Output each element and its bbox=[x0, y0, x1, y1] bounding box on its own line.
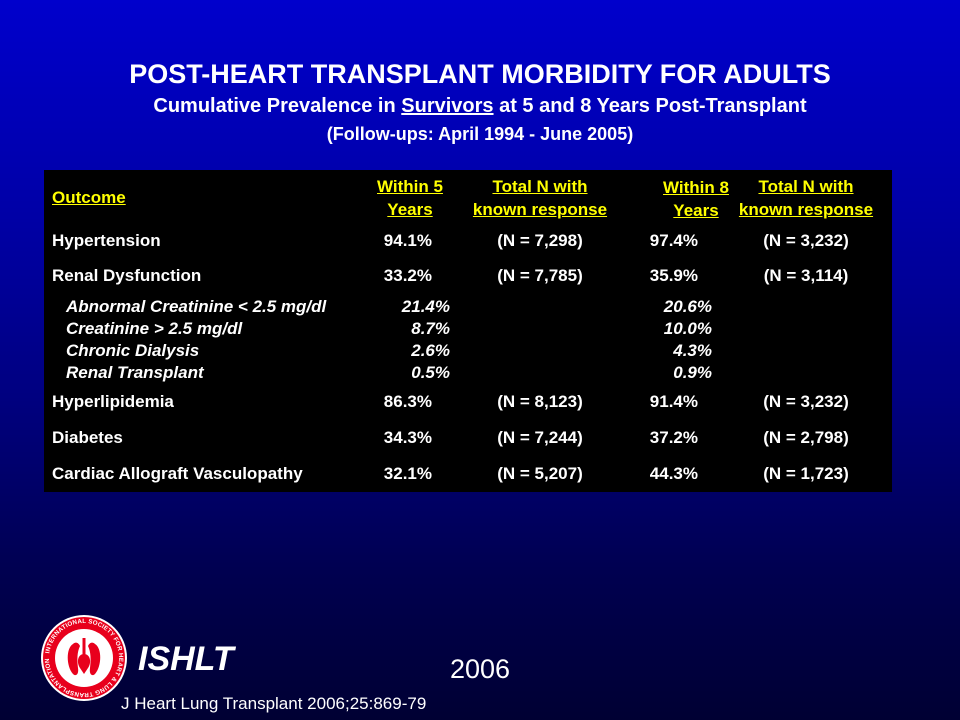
row-renal-dysfunction-8yr: 35.9% bbox=[649, 266, 698, 285]
ishlt-logo: INTERNATIONAL SOCIETY FOR HEART & LUNG T… bbox=[40, 614, 128, 702]
row-hypertension-outcome: Hypertension bbox=[52, 231, 161, 250]
row-renal-dysfunction-outcome: Renal Dysfunction bbox=[52, 266, 202, 285]
row-diabetes-outcome: Diabetes bbox=[52, 428, 123, 447]
row-cav-n5: (N = 5,207) bbox=[497, 464, 583, 483]
ishlt-seal-icon: INTERNATIONAL SOCIETY FOR HEART & LUNG T… bbox=[41, 615, 127, 701]
row-renal-dysfunction-n5: (N = 7,785) bbox=[497, 266, 583, 285]
row-hypertension-5yr: 94.1% bbox=[383, 231, 432, 250]
header-within5-line1: Within 5 bbox=[377, 177, 443, 196]
header-within5-line2: Years bbox=[387, 200, 433, 219]
row-hypertension-8yr: 97.4% bbox=[649, 231, 698, 250]
subrow-renal-transplant-5yr: 0.5% bbox=[411, 363, 450, 382]
row-diabetes-n8: (N = 2,798) bbox=[763, 428, 849, 447]
row-hyperlipidemia-n5: (N = 8,123) bbox=[497, 392, 583, 411]
subtitle-underlined-word: Survivors bbox=[401, 95, 494, 117]
journal-citation: J Heart Lung Transplant 2006;25:869-79 bbox=[121, 694, 427, 713]
row-hyperlipidemia-n8: (N = 3,232) bbox=[763, 392, 849, 411]
header-totaln5-line1: Total N with bbox=[492, 177, 588, 196]
subrow-chronic-dialysis-outcome: Chronic Dialysis bbox=[66, 341, 200, 360]
morbidity-table: Outcome Within 5 Years Total N with know… bbox=[44, 170, 892, 492]
subtitle-part-2: at 5 and 8 Years Post-Transplant bbox=[493, 95, 807, 117]
header-outcome: Outcome bbox=[52, 188, 126, 207]
slide-subtitle: Cumulative Prevalence in Survivors at 5 … bbox=[0, 94, 960, 118]
row-diabetes-5yr: 34.3% bbox=[383, 428, 432, 447]
report-year: 2006 bbox=[450, 654, 511, 684]
row-hyperlipidemia-outcome: Hyperlipidemia bbox=[52, 392, 174, 411]
row-renal-dysfunction-n8: (N = 3,114) bbox=[763, 266, 849, 285]
row-cav-5yr: 32.1% bbox=[383, 464, 432, 483]
row-cav-outcome: Cardiac Allograft Vasculopathy bbox=[52, 464, 303, 483]
subrow-abnormal-creatinine-8yr: 20.6% bbox=[663, 297, 712, 316]
row-cav-n8: (N = 1,723) bbox=[763, 464, 849, 483]
row-diabetes-8yr: 37.2% bbox=[649, 428, 698, 447]
follow-up-dates: (Follow-ups: April 1994 - June 2005) bbox=[326, 124, 634, 144]
subrow-renal-transplant-outcome: Renal Transplant bbox=[66, 363, 204, 382]
row-hyperlipidemia-5yr: 86.3% bbox=[383, 392, 432, 411]
subrow-abnormal-creatinine-5yr: 21.4% bbox=[401, 297, 450, 316]
row-hypertension-n8: (N = 3,232) bbox=[763, 231, 849, 250]
row-diabetes-n5: (N = 7,244) bbox=[497, 428, 583, 447]
header-within8-line1: Within 8 bbox=[663, 178, 729, 197]
subrow-abnormal-creatinine-outcome: Abnormal Creatinine < 2.5 mg/dl bbox=[66, 297, 327, 316]
subrow-creatinine-gt-5yr: 8.7% bbox=[411, 319, 450, 338]
header-totaln8-line2: known response bbox=[738, 200, 874, 219]
subrow-creatinine-gt-outcome: Creatinine > 2.5 mg/dl bbox=[66, 319, 243, 338]
subrow-creatinine-gt-8yr: 10.0% bbox=[663, 319, 712, 338]
header-totaln5-line2: known response bbox=[472, 200, 608, 219]
row-renal-dysfunction-5yr: 33.2% bbox=[383, 266, 432, 285]
row-hyperlipidemia-8yr: 91.4% bbox=[649, 392, 698, 411]
header-within8-line2: Years bbox=[673, 201, 719, 220]
subtitle-part-1: Cumulative Prevalence in bbox=[153, 95, 402, 117]
subrow-chronic-dialysis-8yr: 4.3% bbox=[673, 341, 712, 360]
subrow-renal-transplant-8yr: 0.9% bbox=[673, 363, 712, 382]
subrow-chronic-dialysis-5yr: 2.6% bbox=[411, 341, 450, 360]
slide-title: POST-HEART TRANSPLANT MORBIDITY FOR ADUL… bbox=[129, 59, 831, 89]
org-name: ISHLT bbox=[138, 640, 234, 678]
row-hypertension-n5: (N = 7,298) bbox=[497, 231, 583, 250]
row-cav-8yr: 44.3% bbox=[649, 464, 698, 483]
header-totaln8-line1: Total N with bbox=[758, 177, 854, 196]
